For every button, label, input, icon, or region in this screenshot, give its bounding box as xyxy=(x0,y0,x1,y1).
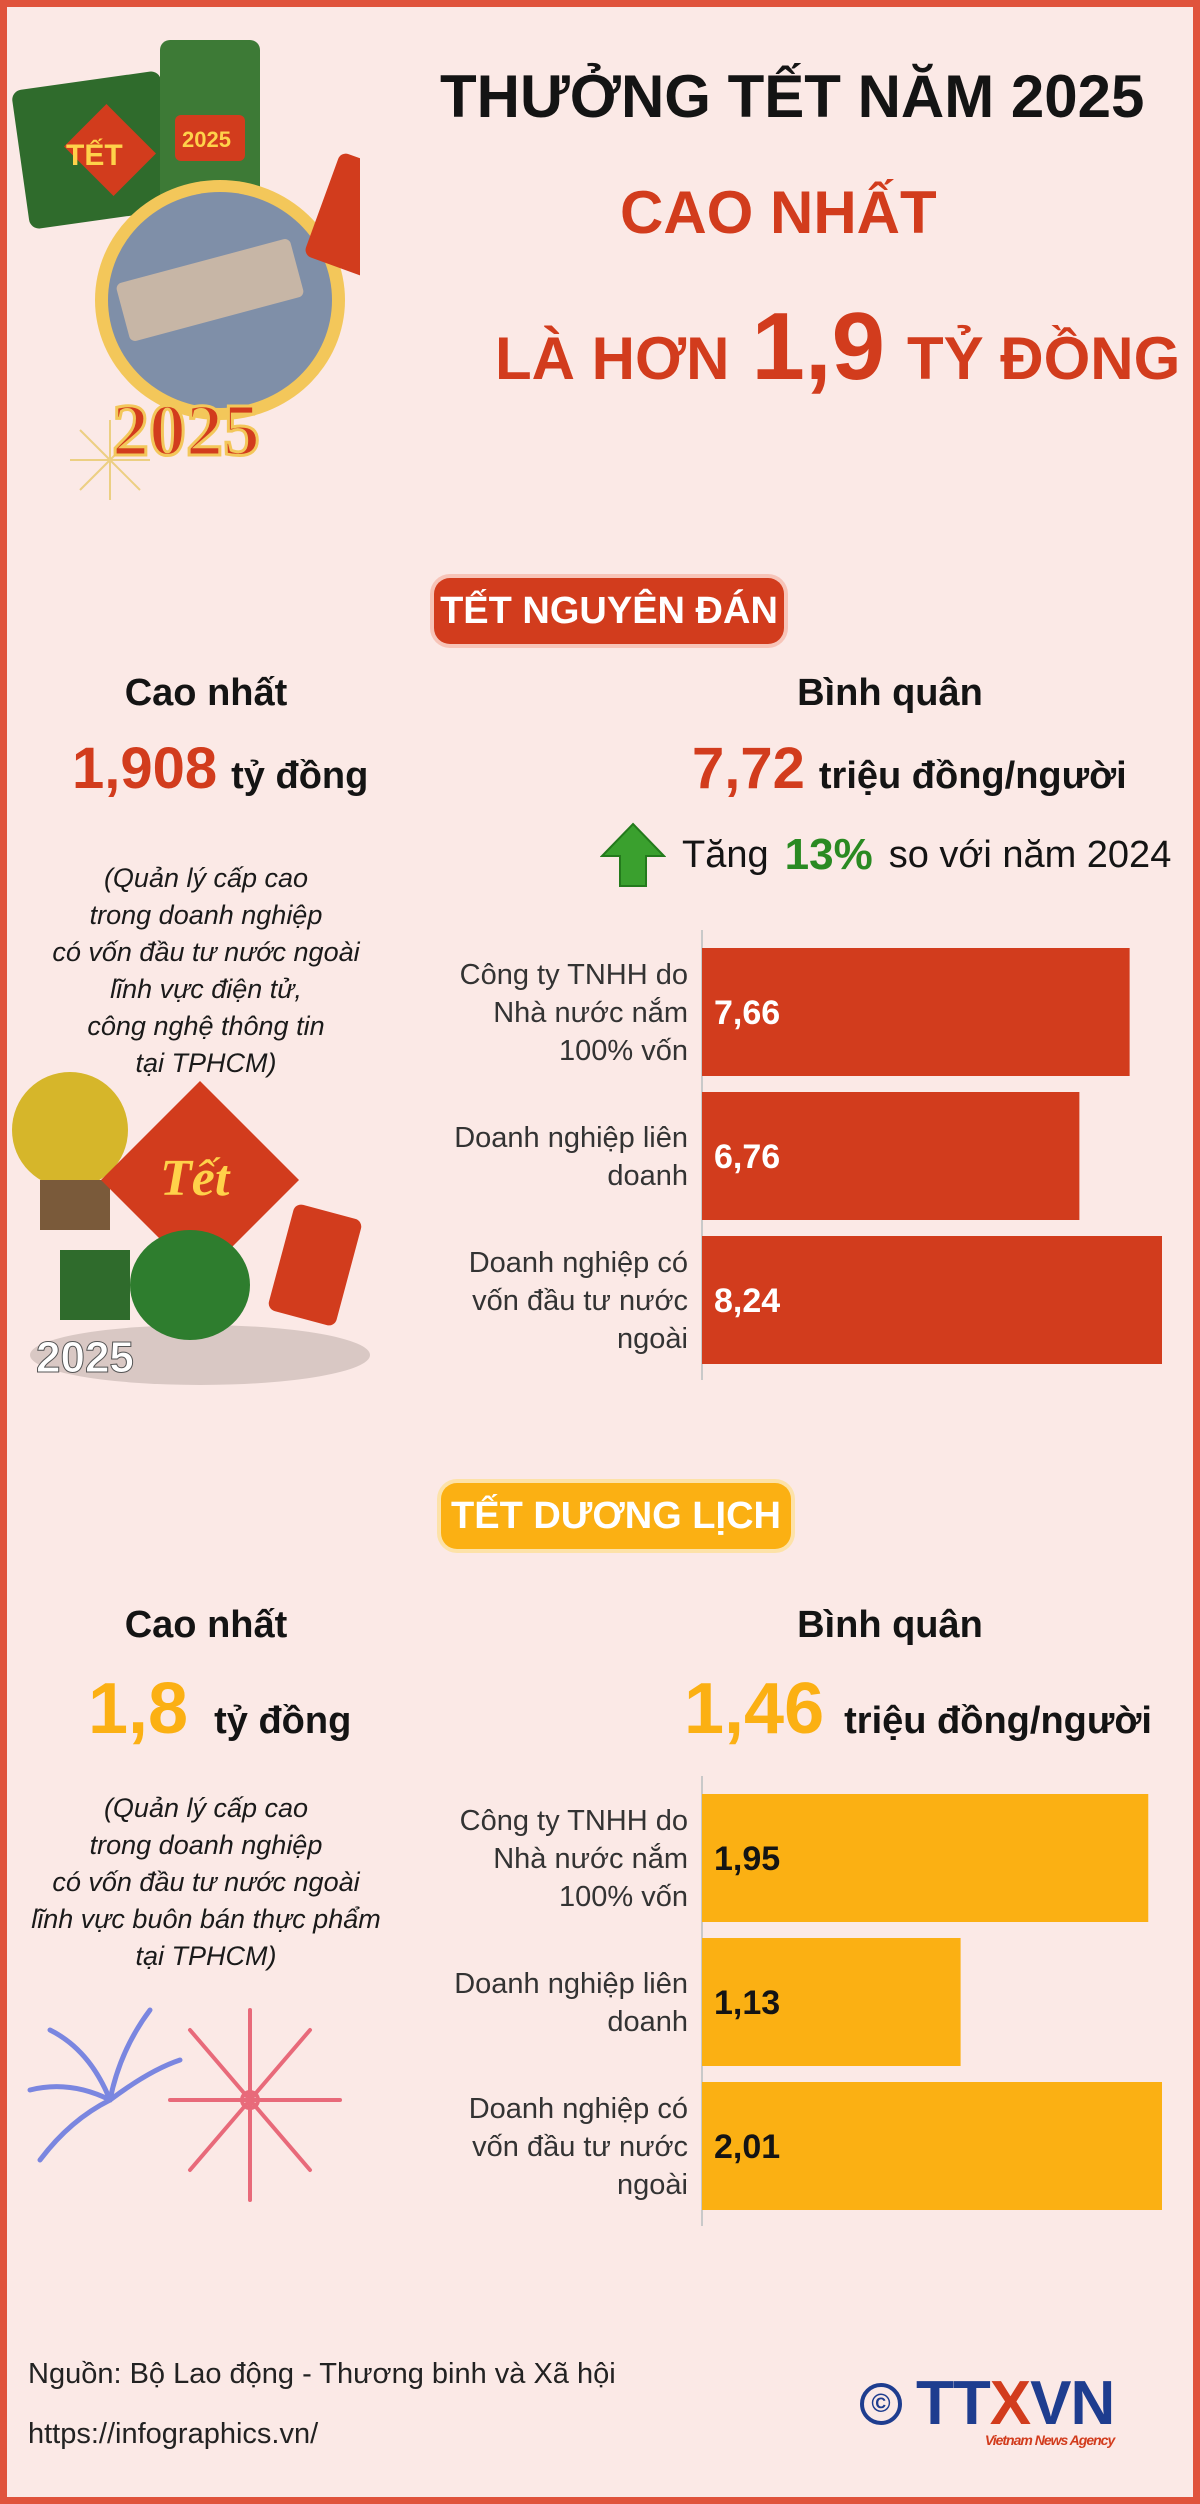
chart1-category-3: Doanh nghiệp có vốn đầu tư nước ngoài xyxy=(469,1247,688,1355)
chart2-category-1: Công ty TNHH do Nhà nước nắm 100% vốn xyxy=(460,1805,688,1913)
s2-avg-unit: triệu đồng/người xyxy=(844,1700,1152,1742)
s2-note: (Quản lý cấp cao trong doanh nghiệp có v… xyxy=(31,1793,381,1971)
chart1-category-2: Doanh nghiệp liên doanh xyxy=(454,1122,688,1192)
s2-avg-value: 1,46 xyxy=(684,1669,825,1749)
copyright-icon: © xyxy=(860,2382,902,2425)
s1-note: (Quản lý cấp cao trong doanh nghiệp có v… xyxy=(52,863,360,1078)
tet-gifts-illustration: TẾT 2025 2025 xyxy=(12,40,360,500)
logo-vn: VN xyxy=(1030,2369,1115,2438)
chart1-bar-1 xyxy=(702,948,1130,1076)
logo-tt: TT xyxy=(916,2369,991,2438)
pink-firework-icon xyxy=(168,2008,342,2202)
fireworks-decoration xyxy=(70,420,150,500)
s1-increase-suffix: so với năm 2024 xyxy=(888,833,1172,876)
s1-max-label: Cao nhất xyxy=(124,672,288,714)
tet-sign-icon xyxy=(101,1081,299,1279)
logo-x: X xyxy=(989,2369,1031,2438)
year-2025-text: 2025 xyxy=(112,390,260,472)
s1-max-value: 1,908 xyxy=(72,736,218,801)
up-arrow-icon xyxy=(600,822,666,887)
chart2-category-3: Doanh nghiệp có vốn đầu tư nước ngoài xyxy=(469,2093,688,2201)
red-envelope-icon-2 xyxy=(268,1204,362,1326)
chart-tet-nguyen-dan: 7,66 Công ty TNHH do Nhà nước nắm 100% vốn 6… xyxy=(454,930,1162,1380)
chart1-bar-2 xyxy=(702,1092,1080,1220)
s2-max-unit: tỷ đồng xyxy=(214,1700,352,1742)
title-prefix: LÀ HƠN xyxy=(495,325,730,392)
s2-max-label: Cao nhất xyxy=(124,1604,288,1646)
chart1-bar-label-3: 8,24 xyxy=(714,1282,780,1320)
title-line-2: CAO NHẤT xyxy=(620,179,937,246)
section-title-tet-duong-lich: TẾT DƯƠNG LỊCH xyxy=(441,1483,791,1549)
s1-avg-unit: triệu đồng/người xyxy=(818,755,1127,797)
title-number: 1,9 xyxy=(751,293,885,400)
logo-wordmark: TTXVN Vietnam News Agency xyxy=(916,2368,1115,2448)
s2-max-value-row: 1,8 tỷ đồng xyxy=(88,1668,351,1750)
s1-avg-value: 7,72 xyxy=(692,736,805,801)
s1-max-value-row: 1,908 tỷ đồng xyxy=(72,735,368,802)
blue-firework-icon xyxy=(27,2007,183,2163)
chart2-bar-2 xyxy=(702,1938,961,2066)
fireworks-illustration xyxy=(27,2007,342,2202)
chart2-bar-label-1: 1,95 xyxy=(714,1840,780,1878)
tet-fruits-illustration: Tết 2025 xyxy=(12,1072,370,1385)
section-title-tet-nguyen-dan: TẾT NGUYÊN ĐÁN xyxy=(434,578,784,644)
source-url[interactable]: https://infographics.vn/ xyxy=(28,2418,319,2450)
chart-tet-duong-lich: 1,95 Công ty TNHH do Nhà nước nắm 100% vốn 1… xyxy=(454,1776,1162,2226)
chart2-bar-3 xyxy=(702,2082,1162,2210)
s1-increase-pct: 13% xyxy=(784,830,873,879)
title-suffix: TỶ ĐỒNG xyxy=(906,325,1181,392)
title-line-1: THƯỞNG TẾT NĂM 2025 xyxy=(440,63,1145,130)
chart1-bar-3 xyxy=(702,1236,1162,1364)
tet-sign-text: Tết xyxy=(160,1150,231,1207)
chart2-category-2: Doanh nghiệp liên doanh xyxy=(454,1968,688,2038)
red-envelope-icon xyxy=(305,153,360,277)
s2-max-value: 1,8 xyxy=(88,1669,189,1749)
s1-avg-value-row: 7,72 triệu đồng/người xyxy=(692,735,1127,802)
banh-chung-icon-2 xyxy=(60,1250,130,1320)
logo-subtitle: Vietnam News Agency xyxy=(984,2432,1115,2448)
year-2025-text-2: 2025 xyxy=(36,1333,134,1382)
s2-avg-label: Bình quân xyxy=(797,1604,983,1646)
title-line-3: LÀ HƠN 1,9 TỶ ĐỒNG xyxy=(495,292,1180,402)
chart2-bar-1 xyxy=(702,1794,1149,1922)
year-badge: 2025 xyxy=(182,127,231,152)
source-text: Nguồn: Bộ Lao động - Thương binh và Xã h… xyxy=(28,2358,616,2390)
watermelon-icon xyxy=(130,1230,250,1340)
ttxvn-logo: © TTXVN Vietnam News Agency xyxy=(860,2368,1115,2448)
chart1-bar-label-2: 6,76 xyxy=(714,1138,780,1176)
s1-max-unit: tỷ đồng xyxy=(231,755,369,797)
chart1-category-1: Công ty TNHH do Nhà nước nắm 100% vốn xyxy=(460,959,688,1067)
tet-badge: TẾT xyxy=(66,138,123,172)
s1-increase-row: Tăng 13% so với năm 2024 xyxy=(600,822,1171,888)
chart2-bar-label-3: 2,01 xyxy=(714,2128,780,2166)
s1-avg-label: Bình quân xyxy=(797,672,983,714)
s1-increase-prefix: Tăng xyxy=(682,833,769,876)
chart2-bar-label-2: 1,13 xyxy=(714,1984,780,2022)
chart1-bar-label-1: 7,66 xyxy=(714,994,780,1032)
s2-avg-value-row: 1,46 triệu đồng/người xyxy=(684,1668,1152,1750)
apricot-blossom-icon xyxy=(12,1072,128,1188)
